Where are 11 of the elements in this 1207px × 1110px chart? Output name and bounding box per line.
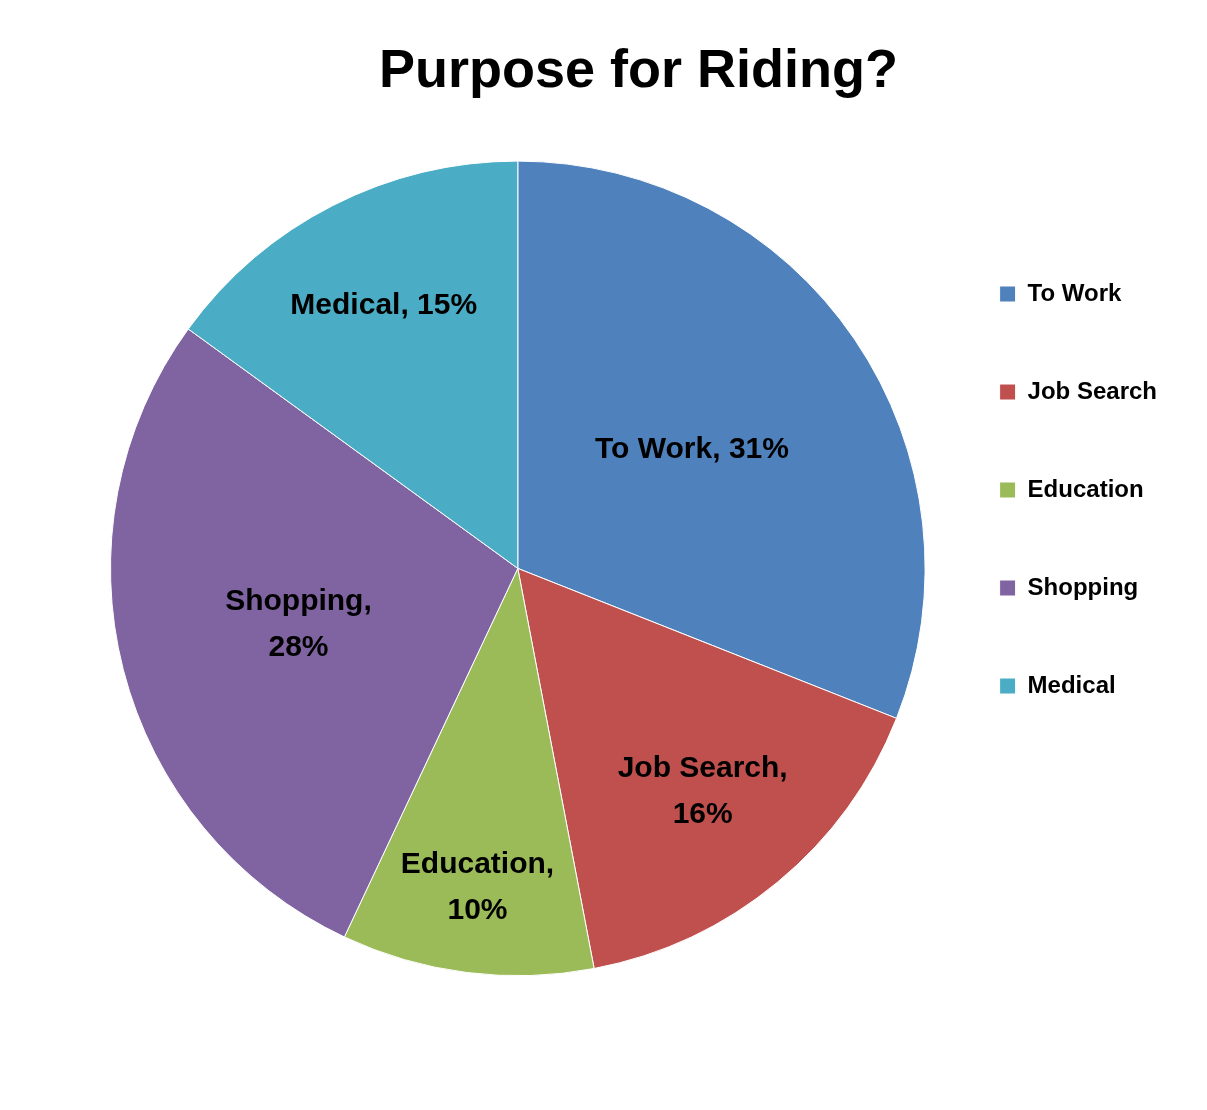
- legend-label: Shopping: [1027, 572, 1139, 600]
- data-label: To Work, 31%: [595, 431, 789, 465]
- legend-label: Education: [1027, 474, 1144, 502]
- data-label: Shopping, 28%: [225, 582, 372, 662]
- data-label: Job Search, 16%: [617, 750, 788, 830]
- legend-label: Job Search: [1027, 376, 1157, 404]
- chart-title: Purpose for Riding?: [379, 38, 898, 99]
- data-label: Education, 10%: [400, 845, 555, 925]
- legend-label: To Work: [1027, 278, 1123, 306]
- data-label: Medical, 15%: [290, 286, 478, 320]
- legend-label: Medical: [1027, 670, 1116, 698]
